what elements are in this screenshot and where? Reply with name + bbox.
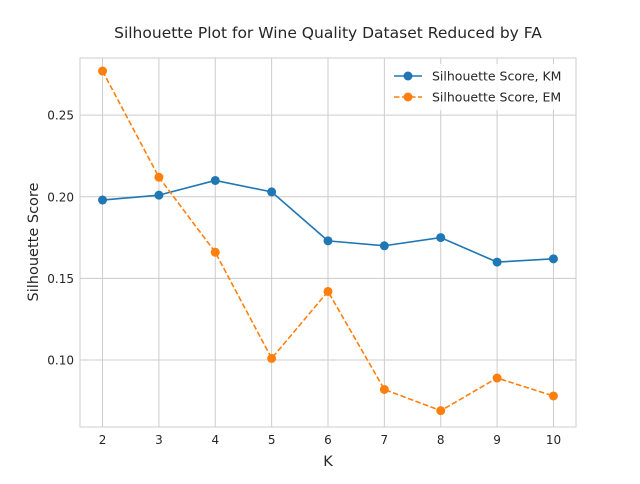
x-tick-label: 10 xyxy=(546,433,561,447)
y-tick-label: 0.10 xyxy=(47,354,74,368)
data-point xyxy=(98,66,108,76)
data-point xyxy=(379,241,389,251)
data-point xyxy=(548,254,558,264)
y-tick-label: 0.20 xyxy=(47,190,74,204)
x-tick-label: 3 xyxy=(155,433,163,447)
y-tick-labels: 0.10 0.15 0.20 0.25 xyxy=(47,109,74,368)
y-axis-label: Silhouette Score xyxy=(26,182,42,301)
data-point xyxy=(323,236,333,246)
x-tick-label: 9 xyxy=(493,433,501,447)
legend: Silhouette Score, KM Silhouette Score, E… xyxy=(386,64,570,110)
data-point xyxy=(154,172,164,182)
x-tick-label: 6 xyxy=(324,433,332,447)
data-point xyxy=(548,391,558,401)
y-tick-label: 0.25 xyxy=(47,109,74,123)
data-point xyxy=(436,406,446,416)
x-axis-label: K xyxy=(323,454,333,470)
data-point xyxy=(267,353,277,363)
x-tick-label: 2 xyxy=(99,433,107,447)
data-point xyxy=(379,384,389,394)
series-layer xyxy=(98,66,558,416)
series-0 xyxy=(98,175,558,267)
x-tick-label: 5 xyxy=(268,433,276,447)
data-point xyxy=(98,195,108,205)
data-point xyxy=(267,187,277,197)
legend-marker-km xyxy=(403,71,413,81)
x-tick-label: 8 xyxy=(437,433,445,447)
y-tick-label: 0.15 xyxy=(47,272,74,286)
x-tick-label: 4 xyxy=(211,433,219,447)
data-point xyxy=(323,286,333,296)
chart-title: Silhouette Plot for Wine Quality Dataset… xyxy=(114,24,542,42)
legend-label-em: Silhouette Score, EM xyxy=(432,90,561,105)
legend-marker-em xyxy=(403,92,413,102)
data-point xyxy=(154,190,164,200)
series-1 xyxy=(98,66,558,416)
x-tick-labels: 2 3 4 5 6 7 8 9 10 xyxy=(99,433,561,447)
data-point xyxy=(436,233,446,243)
data-point xyxy=(492,373,502,383)
data-point xyxy=(210,175,220,185)
data-point xyxy=(210,247,220,257)
x-tick-label: 7 xyxy=(381,433,389,447)
plot-frame xyxy=(79,57,577,428)
legend-label-km: Silhouette Score, KM xyxy=(432,69,561,84)
data-point xyxy=(492,257,502,267)
grid-lines xyxy=(80,58,576,427)
legend-box xyxy=(386,64,570,110)
